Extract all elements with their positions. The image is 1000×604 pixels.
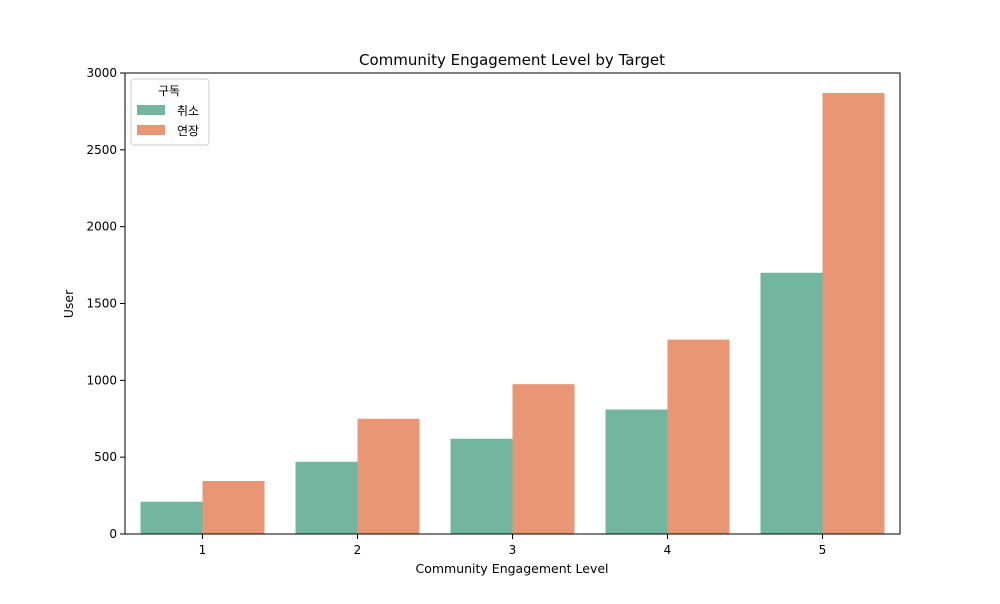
bar-cancel-5 (760, 272, 823, 534)
bar-extend-3 (512, 384, 575, 534)
bar-cancel-2 (295, 461, 358, 534)
bar-cancel-3 (450, 438, 513, 534)
y-axis: 0 500 1000 1500 2000 2500 3000 (86, 66, 125, 541)
bar-extend-5 (822, 92, 885, 534)
legend-label-extend: 연장 (177, 124, 199, 138)
x-tick-label: 1 (199, 543, 207, 557)
x-axis: 1 2 3 4 5 (199, 534, 827, 557)
legend-label-cancel: 취소 (177, 104, 199, 118)
x-axis-label: Community Engagement Level (415, 561, 608, 576)
y-tick-label: 0 (109, 527, 117, 541)
bar-cancel-1 (140, 501, 203, 534)
x-tick-label: 2 (354, 543, 362, 557)
y-tick-label: 1000 (86, 373, 117, 387)
y-tick-label: 1500 (86, 297, 117, 311)
x-tick-label: 4 (664, 543, 672, 557)
y-tick-label: 500 (94, 450, 117, 464)
legend: 구독 취소 연장 (130, 78, 210, 146)
bar-extend-4 (667, 339, 730, 534)
y-axis-label: User (61, 289, 76, 318)
y-tick-label: 2000 (86, 220, 117, 234)
y-tick-label: 3000 (86, 66, 117, 80)
bars-layer (140, 92, 885, 534)
legend-swatch-extend (137, 125, 165, 135)
legend-title: 구독 (158, 84, 180, 98)
legend-swatch-cancel (137, 105, 165, 115)
y-tick-label: 2500 (86, 143, 117, 157)
chart-title: Community Engagement Level by Target (359, 51, 665, 69)
bar-extend-2 (357, 418, 420, 534)
bar-cancel-4 (605, 409, 668, 534)
x-tick-label: 5 (819, 543, 827, 557)
x-tick-label: 3 (509, 543, 517, 557)
bar-extend-1 (202, 480, 265, 534)
